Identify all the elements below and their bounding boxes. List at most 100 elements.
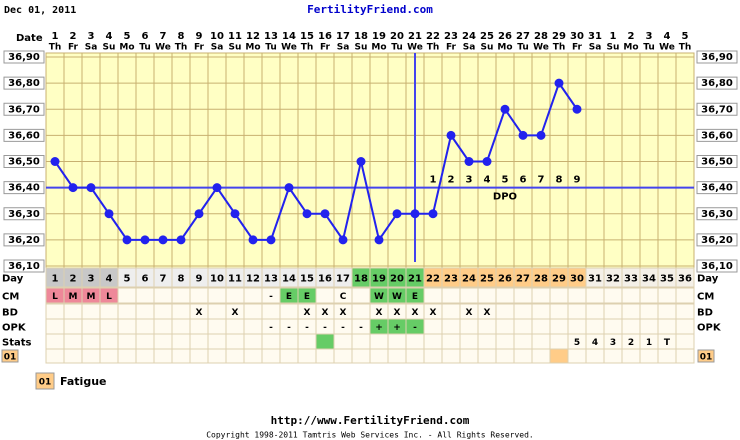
date-number: 28 [534,31,548,42]
row-label: CM [2,292,19,303]
row-cell [621,348,641,364]
row-cell [207,303,227,320]
row-cell-text: X [196,308,203,318]
row-cell-text: 12 [246,274,260,285]
temperature-point [356,157,366,166]
row-cell [171,348,191,364]
row-cell [603,318,623,335]
row-cell [297,348,317,364]
row-cell [369,333,389,350]
temperature-point [266,235,276,245]
row-cell-text: 7 [160,274,167,285]
row-cell [459,318,479,335]
weekday: Su [103,43,116,53]
row-label-right: CM [697,292,714,303]
y-tick-label-right: 36,10 [701,261,733,272]
row-cell [387,348,407,364]
legend-box [35,372,55,390]
weekday: Mo [497,43,512,53]
y-tick-box [3,181,45,195]
dpo-label: DPO [493,192,517,203]
row-label: BD [2,308,18,319]
row-cell [243,348,263,364]
row-cell [513,303,533,320]
temperature-point [230,209,240,219]
temperature-point [158,235,168,245]
weekday: Fr [572,43,583,53]
weekday: Tu [265,43,277,53]
y-tick-label-right: 36,60 [701,130,733,141]
temperature-point [176,235,186,245]
weekday: Fr [446,43,457,53]
y-tick-box [3,128,45,142]
row-cell [45,303,65,320]
row-cell [117,287,137,304]
weekday: Th [49,43,62,53]
row-cell-text: W [374,292,384,302]
temperature-point [248,235,258,245]
date-number: 23 [444,31,458,42]
legend-code: 01 [39,378,52,388]
weekday: Mo [371,43,386,53]
row-cell [567,287,587,304]
row-cell [153,287,173,304]
temperature-point [284,183,294,193]
footer-url[interactable]: http://www.FertilityFriend.com [271,414,470,427]
row-cell [621,303,641,320]
temperature-point [374,235,384,245]
dpo-number: 3 [466,175,473,186]
row-cell [531,348,551,364]
temperature-point [320,209,330,219]
weekday: Fr [68,43,79,53]
row-cell-text: 36 [678,274,692,285]
weekday: Mo [245,43,260,53]
row-cell [261,303,281,320]
row-cell [675,287,695,304]
date-number: 11 [228,31,242,42]
row-cell [369,348,389,364]
date-number: 5 [124,31,131,42]
row-cell [279,333,299,350]
y-tick-box [3,233,45,247]
row-cell [441,287,461,304]
temperature-point [464,157,474,166]
weekday: Sa [85,43,98,53]
row-cell [315,287,335,304]
row-cell [99,333,119,350]
temperature-point [104,209,114,219]
row-cell [441,303,461,320]
weekday: Th [301,43,314,53]
row-cell [243,303,263,320]
y-tick-box-right [696,233,738,247]
site-link[interactable]: FertilityFriend.com [307,3,433,16]
row-cell-text: 34 [642,274,656,285]
row-cell-text: 21 [408,274,422,285]
weekday: Sa [211,43,224,53]
temperature-point [518,130,528,140]
row-cell-text: 18 [354,274,368,285]
row-cell [549,348,569,364]
row-cell [351,348,371,364]
date-number: 13 [264,31,278,42]
temperature-point [338,235,348,245]
row-cell [153,348,173,364]
row-cell [387,333,407,350]
row-cell [495,333,515,350]
y-tick-box-right [696,50,738,64]
row-label-box [1,349,19,363]
row-cell-text: 3 [88,274,95,285]
date-number: 8 [178,31,185,42]
row-cell [549,287,569,304]
row-cell [351,333,371,350]
row-cell [279,348,299,364]
row-cell [675,333,695,350]
row-cell [81,303,101,320]
weekday: We [281,43,297,53]
temperature-point [140,235,150,245]
y-tick-label-right: 36,50 [701,157,733,168]
row-cell-text: - [359,323,363,333]
y-tick-box-right [696,102,738,116]
date-number: 21 [408,31,422,42]
weekday: Th [175,43,188,53]
row-cell-text: 2 [70,274,77,285]
